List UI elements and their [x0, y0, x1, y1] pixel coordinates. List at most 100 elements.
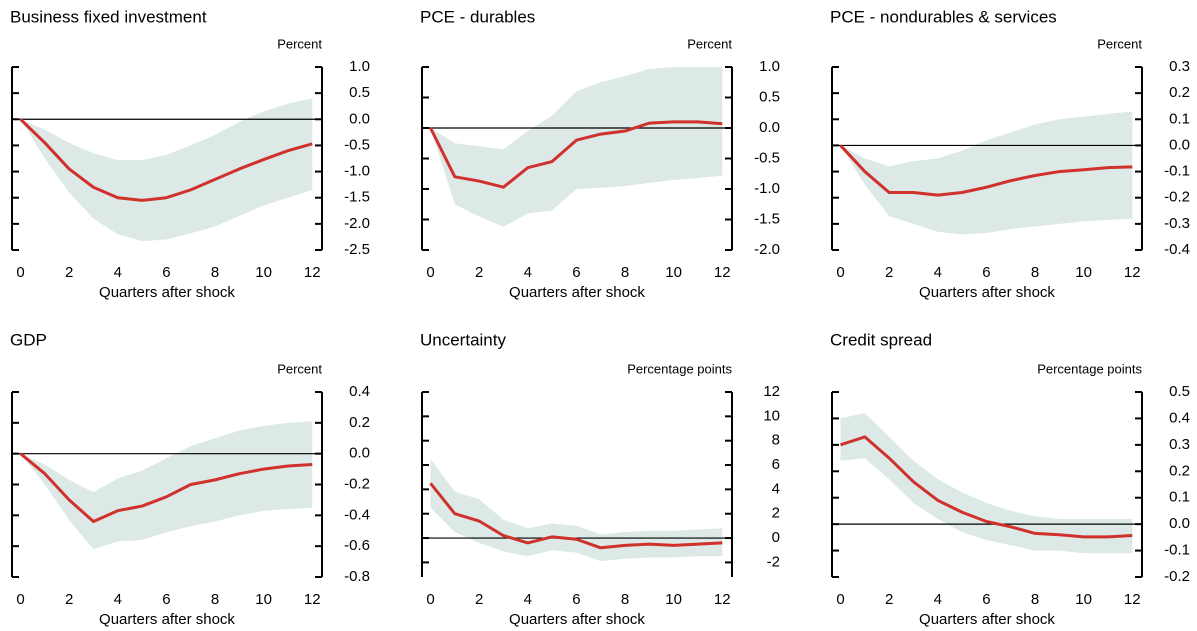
confidence-band	[840, 111, 1133, 235]
median-line	[19, 118, 313, 202]
x-tick-label: 10	[665, 591, 682, 608]
y-unit-label: Percent	[277, 36, 322, 51]
panel: PCE - nondurables & services Percent 0.3 0.…	[830, 7, 1190, 300]
y-tick-label: 6	[772, 456, 780, 473]
x-tick-label: 2	[885, 264, 893, 281]
x-tick-label: 6	[162, 591, 170, 608]
confidence-band	[20, 421, 313, 550]
panel: PCE - durables Percent 1.0 0.5 0.0 -0.5 -1.0 -1…	[420, 7, 780, 300]
median-line	[19, 452, 313, 523]
x-tick-label: 4	[934, 264, 942, 281]
y-tick-label: 0.2	[1169, 462, 1190, 479]
x-tick-label: 4	[524, 264, 532, 281]
y-tick-label: -0.2	[1164, 189, 1190, 206]
y-tick-label: -2.5	[344, 241, 370, 258]
y-tick-label: 0.1	[1169, 489, 1190, 506]
x-tick-label: 6	[162, 264, 170, 281]
x-tick-label: 6	[982, 591, 990, 608]
x-tick-label: 0	[836, 264, 844, 281]
y-tick-label: -2	[767, 553, 780, 570]
x-tick-label: 12	[714, 264, 731, 281]
y-tick-label: 0.0	[1169, 136, 1190, 153]
x-tick-label: 10	[665, 264, 682, 281]
panel: Uncertainty Percentage points 12 10 8 6 4 2 0 -2 0…	[420, 330, 780, 627]
x-tick-label: 4	[934, 591, 942, 608]
median-line	[840, 435, 1133, 539]
panel-title: GDP	[10, 330, 47, 349]
x-tick-label: 12	[304, 591, 321, 608]
y-tick-label: 8	[772, 432, 780, 449]
y-tick-label: -0.2	[344, 475, 370, 492]
y-tick-label: -0.6	[344, 537, 370, 554]
y-tick-label: -0.5	[754, 149, 780, 166]
x-tick-label: 4	[524, 591, 532, 608]
x-tick-label: 10	[255, 591, 272, 608]
x-tick-label: 12	[714, 591, 731, 608]
x-tick-label: 4	[114, 591, 122, 608]
y-tick-label: -0.2	[1164, 568, 1190, 585]
x-axis-label: Quarters after shock	[509, 284, 645, 301]
y-tick-label: -1.0	[344, 163, 370, 180]
x-tick-label: 8	[1031, 591, 1039, 608]
y-tick-label: -1.5	[344, 189, 370, 206]
x-tick-label: 2	[65, 264, 73, 281]
x-tick-label: 2	[885, 591, 893, 608]
x-tick-label: 2	[475, 591, 483, 608]
y-tick-label: 0.5	[1169, 383, 1190, 400]
panel-title: PCE - durables	[420, 7, 535, 26]
y-tick-label: 0.2	[1169, 84, 1190, 101]
y-tick-label: 4	[772, 480, 780, 497]
panel-title: Business fixed investment	[10, 7, 207, 26]
x-tick-label: 12	[1124, 264, 1141, 281]
y-tick-label: -0.1	[1164, 163, 1190, 180]
y-tick-label: -1.5	[754, 210, 780, 227]
y-tick-label: 0.4	[1169, 409, 1190, 426]
y-tick-label: 0.1	[1169, 110, 1190, 127]
y-tick-label: -0.1	[1164, 542, 1190, 559]
x-tick-label: 8	[1031, 264, 1039, 281]
y-tick-label: 2	[772, 505, 780, 522]
y-tick-label: 0	[772, 529, 780, 546]
y-tick-label: 0.0	[1169, 515, 1190, 532]
x-tick-label: 10	[255, 264, 272, 281]
x-tick-label: 8	[621, 264, 629, 281]
y-unit-label: Percentage points	[1037, 361, 1142, 376]
x-tick-label: 8	[211, 264, 219, 281]
x-tick-label: 6	[982, 264, 990, 281]
y-tick-label: -0.3	[1164, 215, 1190, 232]
x-tick-label: 2	[475, 264, 483, 281]
x-tick-label: 8	[211, 591, 219, 608]
panel: Business fixed investment Percent 1.0 0.5 0.…	[10, 7, 370, 300]
y-tick-label: 12	[763, 383, 780, 400]
panel: GDP Percent 0.4 0.2 0.0 -0.2 -0.4 -0.6 -0.8 0 2 4 6 8…	[10, 330, 370, 627]
panel-title: Uncertainty	[420, 330, 506, 349]
median-line	[429, 482, 723, 550]
confidence-band	[430, 67, 723, 227]
y-tick-label: 1.0	[759, 58, 780, 75]
y-tick-label: 0.5	[349, 84, 370, 101]
x-tick-label: 10	[1075, 591, 1092, 608]
x-tick-label: 0	[426, 591, 434, 608]
y-tick-label: -0.4	[1164, 241, 1190, 258]
panel-title: PCE - nondurables & services	[830, 7, 1057, 26]
y-tick-label: -0.4	[344, 506, 370, 523]
y-tick-label: 0.3	[1169, 58, 1190, 75]
y-tick-label: -1.0	[754, 180, 780, 197]
y-tick-label: 0.3	[1169, 436, 1190, 453]
y-tick-label: -0.8	[344, 568, 370, 585]
x-axis-label: Quarters after shock	[919, 611, 1055, 628]
panel: Credit spread Percentage points 0.5 0.4 0.3 0…	[830, 330, 1190, 627]
confidence-band	[840, 413, 1133, 554]
x-tick-label: 0	[16, 264, 24, 281]
y-tick-label: 0.0	[349, 110, 370, 127]
y-tick-label: 1.0	[349, 58, 370, 75]
x-axis-label: Quarters after shock	[919, 284, 1055, 301]
y-tick-label: 0.5	[759, 88, 780, 105]
y-tick-label: 0.2	[349, 414, 370, 431]
y-unit-label: Percentage points	[627, 361, 732, 376]
x-tick-label: 12	[304, 264, 321, 281]
y-tick-label: 0.4	[349, 383, 370, 400]
x-tick-label: 12	[1124, 591, 1141, 608]
x-tick-label: 2	[65, 591, 73, 608]
